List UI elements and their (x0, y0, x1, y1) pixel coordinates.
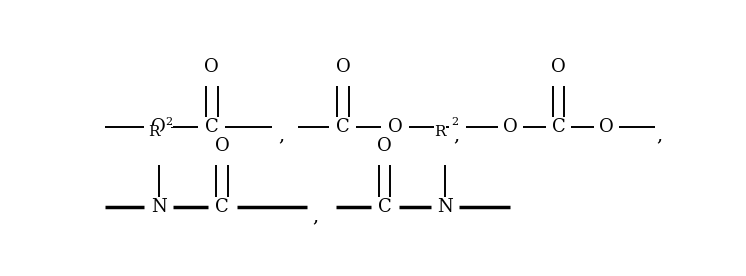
Text: C: C (216, 198, 229, 216)
Text: O: O (504, 118, 518, 136)
Text: O: O (388, 118, 402, 136)
Text: R: R (148, 125, 160, 139)
Text: C: C (552, 118, 565, 136)
Text: O: O (551, 58, 566, 76)
Text: N: N (151, 198, 166, 216)
Text: O: O (336, 58, 351, 76)
Text: ,: , (313, 207, 319, 225)
Text: O: O (215, 137, 230, 155)
Text: ,: , (278, 126, 284, 144)
Text: N: N (437, 198, 453, 216)
Text: ,: , (656, 126, 663, 144)
Text: 2: 2 (451, 117, 459, 127)
Text: 2: 2 (166, 117, 172, 127)
Text: O: O (377, 137, 392, 155)
Text: C: C (205, 118, 219, 136)
Text: R: R (434, 125, 446, 139)
Text: O: O (599, 118, 614, 136)
Text: O: O (204, 58, 219, 76)
Text: O: O (151, 118, 166, 136)
Text: C: C (377, 198, 392, 216)
Text: ,: , (454, 126, 460, 144)
Text: C: C (336, 118, 350, 136)
